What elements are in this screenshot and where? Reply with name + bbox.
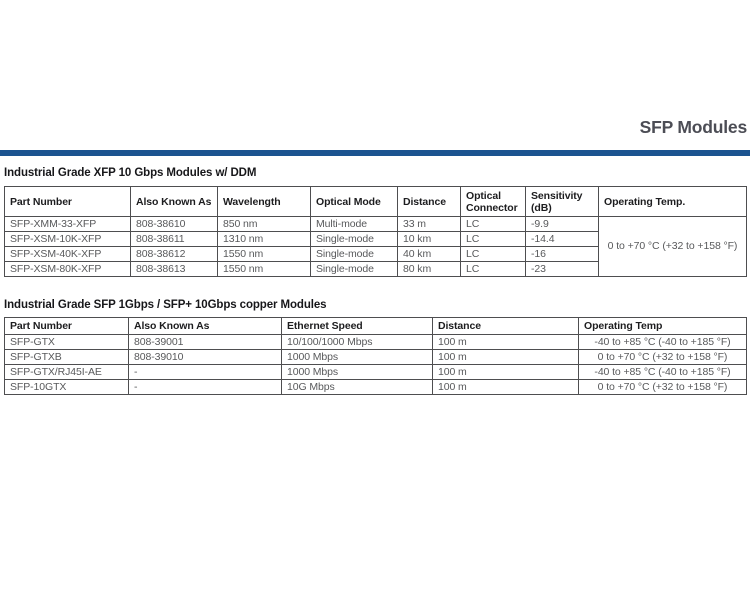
xfp-modules-table: Part Number Also Known As Wavelength Opt… xyxy=(4,186,747,277)
cell-distance: 100 m xyxy=(432,379,579,395)
accent-divider xyxy=(0,150,750,156)
cell-operating-temp: 0 to +70 °C (+32 to +158 °F) xyxy=(578,349,747,365)
cell-distance: 10 km xyxy=(397,231,461,247)
cell-part-number: SFP-XSM-10K-XFP xyxy=(4,231,131,247)
cell-ethernet-speed: 1000 Mbps xyxy=(281,364,433,380)
table-row: SFP-GTX/RJ45I-AE - 1000 Mbps 100 m -40 t… xyxy=(4,364,747,380)
col-header-distance: Distance xyxy=(397,186,461,217)
cell-optical-connector: LC xyxy=(460,216,526,232)
cell-operating-temp: 0 to +70 °C (+32 to +158 °F) xyxy=(578,379,747,395)
cell-optical-mode: Single-mode xyxy=(310,231,398,247)
cell-optical-mode: Single-mode xyxy=(310,261,398,277)
cell-distance: 100 m xyxy=(432,334,579,350)
cell-distance: 100 m xyxy=(432,349,579,365)
table-header-row: Part Number Also Known As Wavelength Opt… xyxy=(4,186,747,217)
cell-optical-connector: LC xyxy=(460,246,526,262)
cell-distance: 40 km xyxy=(397,246,461,262)
cell-also-known-as: 808-38611 xyxy=(130,231,218,247)
cell-also-known-as: 808-38613 xyxy=(130,261,218,277)
cell-distance: 100 m xyxy=(432,364,579,380)
cell-part-number: SFP-XSM-40K-XFP xyxy=(4,246,131,262)
col-header-part-number: Part Number xyxy=(4,317,129,335)
cell-part-number: SFP-10GTX xyxy=(4,379,129,395)
cell-optical-connector: LC xyxy=(460,261,526,277)
table-row: SFP-10GTX - 10G Mbps 100 m 0 to +70 °C (… xyxy=(4,379,747,395)
section-heading-xfp-modules: Industrial Grade XFP 10 Gbps Modules w/ … xyxy=(4,167,257,179)
cell-also-known-as: - xyxy=(128,379,282,395)
cell-also-known-as: 808-39001 xyxy=(128,334,282,350)
col-header-also-known-as: Also Known As xyxy=(128,317,282,335)
operating-temp-merged-cell: 0 to +70 °C (+32 to +158 °F) xyxy=(598,216,747,277)
cell-sensitivity: -23 xyxy=(525,261,599,277)
cell-optical-mode: Multi-mode xyxy=(310,216,398,232)
cell-part-number: SFP-GTX xyxy=(4,334,129,350)
table-row: SFP-XSM-10K-XFP 808-38611 1310 nm Single… xyxy=(4,231,747,247)
cell-ethernet-speed: 10/100/1000 Mbps xyxy=(281,334,433,350)
col-header-sensitivity: Sensitivity (dB) xyxy=(525,186,599,217)
cell-wavelength: 1550 nm xyxy=(217,261,311,277)
cell-sensitivity: -14.4 xyxy=(525,231,599,247)
table-row: SFP-GTXB 808-39010 1000 Mbps 100 m 0 to … xyxy=(4,349,747,365)
cell-optical-connector: LC xyxy=(460,231,526,247)
col-header-optical-connector: Optical Connector xyxy=(460,186,526,217)
table-header-row: Part Number Also Known As Ethernet Speed… xyxy=(4,317,747,335)
cell-part-number: SFP-GTXB xyxy=(4,349,129,365)
table-row: SFP-XSM-40K-XFP 808-38612 1550 nm Single… xyxy=(4,246,747,262)
col-header-operating-temp: Operating Temp xyxy=(578,317,747,335)
table-row: SFP-XSM-80K-XFP 808-38613 1550 nm Single… xyxy=(4,261,747,277)
cell-also-known-as: 808-38610 xyxy=(130,216,218,232)
col-header-optical-mode: Optical Mode xyxy=(310,186,398,217)
cell-wavelength: 850 nm xyxy=(217,216,311,232)
cell-optical-mode: Single-mode xyxy=(310,246,398,262)
col-header-wavelength: Wavelength xyxy=(217,186,311,217)
cell-part-number: SFP-XMM-33-XFP xyxy=(4,216,131,232)
copper-modules-table: Part Number Also Known As Ethernet Speed… xyxy=(4,317,747,395)
cell-distance: 33 m xyxy=(397,216,461,232)
col-header-also-known-as: Also Known As xyxy=(130,186,218,217)
table-row: SFP-GTX 808-39001 10/100/1000 Mbps 100 m… xyxy=(4,334,747,350)
cell-sensitivity: -16 xyxy=(525,246,599,262)
cell-also-known-as: 808-39010 xyxy=(128,349,282,365)
cell-ethernet-speed: 10G Mbps xyxy=(281,379,433,395)
cell-wavelength: 1310 nm xyxy=(217,231,311,247)
cell-part-number: SFP-XSM-80K-XFP xyxy=(4,261,131,277)
cell-also-known-as: - xyxy=(128,364,282,380)
cell-operating-temp: -40 to +85 °C (-40 to +185 °F) xyxy=(578,334,747,350)
col-header-ethernet-speed: Ethernet Speed xyxy=(281,317,433,335)
cell-also-known-as: 808-38612 xyxy=(130,246,218,262)
cell-ethernet-speed: 1000 Mbps xyxy=(281,349,433,365)
cell-distance: 80 km xyxy=(397,261,461,277)
col-header-part-number: Part Number xyxy=(4,186,131,217)
col-header-operating-temp: Operating Temp. xyxy=(598,186,747,217)
cell-wavelength: 1550 nm xyxy=(217,246,311,262)
section-heading-copper-modules: Industrial Grade SFP 1Gbps / SFP+ 10Gbps… xyxy=(4,299,327,311)
cell-part-number: SFP-GTX/RJ45I-AE xyxy=(4,364,129,380)
table-row: SFP-XMM-33-XFP 808-38610 850 nm Multi-mo… xyxy=(4,216,747,277)
col-header-distance: Distance xyxy=(432,317,579,335)
cell-operating-temp: -40 to +85 °C (-40 to +185 °F) xyxy=(578,364,747,380)
page-title: SFP Modules xyxy=(639,117,748,137)
cell-sensitivity: -9.9 xyxy=(525,216,599,232)
